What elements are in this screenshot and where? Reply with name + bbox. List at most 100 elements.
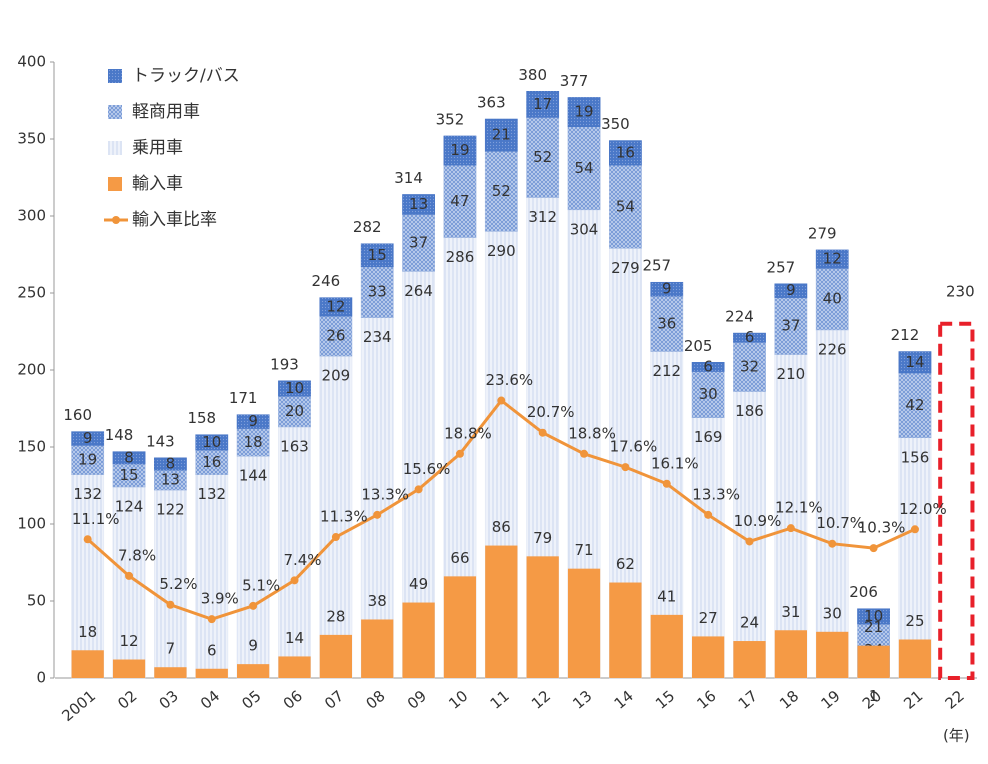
bar-segment [443, 135, 477, 166]
legend-swatch [108, 141, 122, 155]
bar-segment [733, 342, 766, 392]
total-label: 314 [394, 169, 423, 187]
line-point [621, 463, 630, 472]
bar [485, 545, 518, 678]
bar-segment [154, 457, 187, 471]
bar-segment [857, 608, 890, 625]
bar-segment [815, 268, 849, 331]
segment-label: 169 [694, 428, 723, 446]
x-tick-label: 14 [611, 687, 637, 713]
line-point [786, 524, 795, 533]
bar-segment [484, 151, 518, 232]
y-tick-label: 200 [17, 361, 46, 379]
total-label: 230 [946, 282, 975, 300]
bar-label: 86 [492, 518, 511, 536]
x-tick-label: 08 [362, 687, 388, 713]
segment-label: 30 [699, 385, 718, 403]
bar-label: 24 [740, 614, 759, 632]
bar-label: 31 [781, 603, 800, 621]
segment-label: 163 [280, 437, 309, 455]
bar-segment [774, 283, 808, 298]
total-label: 205 [684, 337, 713, 355]
line-label: 18.8% [444, 424, 492, 442]
bar-label: 21 [864, 618, 883, 636]
bar-segment [650, 281, 684, 297]
segment-label: 13 [409, 195, 428, 213]
segment-label: 12 [326, 297, 345, 315]
segment-label: 226 [818, 340, 847, 358]
x-tick-label: 02 [114, 687, 140, 713]
segment-label: 264 [404, 282, 433, 300]
bar-label: 79 [533, 529, 552, 547]
legend-label: 輸入車比率 [132, 210, 217, 230]
total-label: 257 [642, 257, 671, 275]
bar-label: 7 [166, 640, 176, 658]
total-label: 224 [725, 308, 754, 326]
y-tick-label: 0 [36, 669, 46, 687]
segment-label: 19 [450, 141, 469, 159]
forecast-box [938, 321, 975, 680]
y-tick-label: 50 [27, 592, 46, 610]
bar [443, 576, 477, 678]
segment-label: 33 [368, 283, 387, 301]
bar-segment [319, 355, 353, 679]
segment-label: 37 [409, 233, 428, 251]
segment-label: 9 [248, 412, 258, 430]
bar [154, 667, 187, 678]
segment-label: 19 [78, 451, 97, 469]
bar-segment [319, 315, 353, 357]
bar-segment [691, 371, 725, 418]
segment-label: 42 [905, 396, 924, 414]
segment-label: 132 [197, 485, 226, 503]
total-label: 377 [560, 72, 589, 90]
x-tick-label: 22 [942, 687, 968, 713]
segment-label: 132 [73, 485, 102, 503]
bar-label: 71 [574, 541, 593, 559]
bar-segment [360, 243, 394, 268]
y-tick-label: 300 [17, 207, 46, 225]
bar [692, 636, 725, 678]
segment-label: 10 [864, 607, 883, 625]
total-label: 380 [518, 66, 547, 84]
legend-label: トラック/バス [132, 66, 240, 86]
segment-label: 13 [161, 471, 180, 489]
bar-segment [898, 437, 932, 679]
x-tick-label: 19 [817, 687, 843, 713]
bar-label: 28 [326, 607, 345, 625]
bar-segment [195, 449, 229, 475]
bar-segment [815, 249, 849, 269]
segment-label: 16 [616, 143, 635, 161]
line-label: 18.8% [568, 424, 616, 442]
segment-label: 9 [662, 280, 672, 298]
line-point [414, 485, 423, 494]
bar-segment [71, 474, 105, 679]
line-point [580, 449, 589, 458]
total-label: 279 [808, 224, 837, 242]
bar [733, 641, 766, 678]
line-label: 13.3% [361, 485, 409, 503]
bar-label: 12 [119, 632, 138, 650]
bar-segment [733, 332, 766, 343]
x-tick-label: 11 [487, 687, 513, 713]
segment-label: 26 [326, 327, 345, 345]
line-label: 20.7% [527, 403, 575, 421]
total-label: 363 [477, 93, 506, 111]
segment-label: 9 [786, 281, 796, 299]
segment-label: 21 [492, 126, 511, 144]
total-label: 206 [849, 583, 878, 601]
segment-label: 212 [652, 362, 681, 380]
legend-swatch [108, 105, 122, 119]
bar-segment [402, 194, 435, 215]
segment-label: 186 [735, 402, 764, 420]
x-tick-label: 16 [693, 687, 719, 713]
bar-segment [815, 329, 849, 679]
x-tick-label: 15 [652, 687, 678, 713]
line-label: 16.1% [651, 454, 699, 472]
legend-swatch [108, 69, 122, 83]
segment-label: 20 [285, 402, 304, 420]
bar-segment [236, 414, 270, 429]
bar [237, 664, 270, 678]
line-point [373, 510, 382, 519]
bar [278, 656, 311, 678]
